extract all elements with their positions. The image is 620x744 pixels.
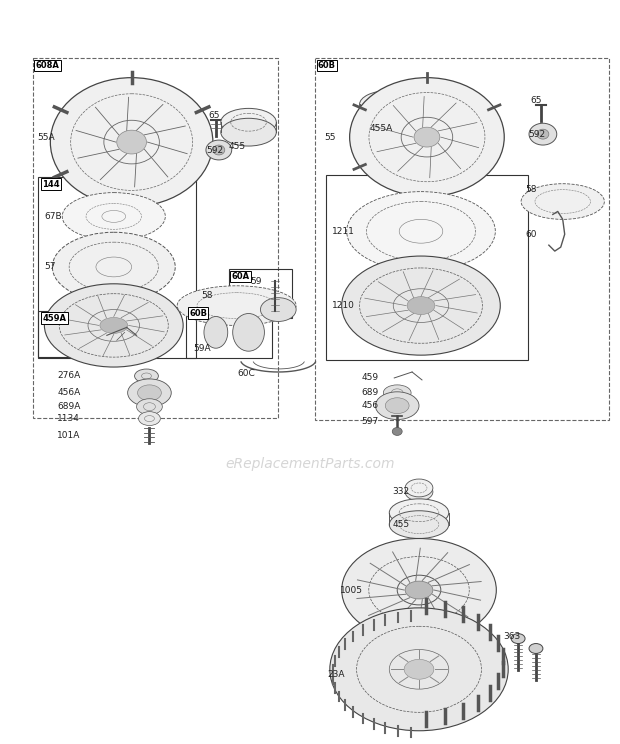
- Text: 23A: 23A: [328, 670, 345, 679]
- Ellipse shape: [100, 318, 128, 333]
- Ellipse shape: [45, 283, 183, 367]
- Ellipse shape: [138, 385, 161, 401]
- Ellipse shape: [350, 77, 504, 196]
- Text: 1005: 1005: [340, 586, 363, 594]
- Bar: [38, 310, 151, 357]
- Ellipse shape: [360, 91, 419, 118]
- Ellipse shape: [389, 510, 449, 539]
- Text: 455: 455: [229, 141, 246, 150]
- Text: 55: 55: [324, 132, 335, 141]
- Text: 608A: 608A: [35, 61, 60, 70]
- Text: 59A: 59A: [193, 344, 211, 353]
- Text: 689A: 689A: [57, 403, 81, 411]
- Ellipse shape: [347, 192, 495, 271]
- Ellipse shape: [405, 483, 433, 501]
- Ellipse shape: [360, 100, 419, 128]
- Bar: [38, 177, 196, 358]
- Ellipse shape: [221, 109, 277, 136]
- Text: 101A: 101A: [57, 431, 81, 440]
- Ellipse shape: [50, 77, 213, 207]
- Ellipse shape: [383, 385, 411, 401]
- Ellipse shape: [405, 581, 433, 599]
- Text: 1134: 1134: [57, 414, 80, 423]
- Ellipse shape: [213, 145, 225, 155]
- Ellipse shape: [407, 297, 435, 315]
- Bar: [315, 58, 609, 420]
- Text: 60B: 60B: [318, 61, 336, 70]
- Text: 60: 60: [525, 230, 536, 239]
- Text: 58: 58: [525, 185, 536, 194]
- Ellipse shape: [389, 499, 449, 527]
- Ellipse shape: [529, 124, 557, 145]
- Bar: [326, 175, 528, 360]
- Ellipse shape: [404, 659, 434, 679]
- Ellipse shape: [52, 232, 175, 301]
- Bar: [32, 58, 278, 417]
- Ellipse shape: [392, 428, 402, 435]
- Text: 455: 455: [392, 520, 409, 529]
- Ellipse shape: [521, 184, 604, 219]
- Ellipse shape: [136, 399, 162, 414]
- Ellipse shape: [62, 193, 166, 240]
- Text: 60C: 60C: [237, 370, 255, 379]
- Ellipse shape: [385, 398, 409, 414]
- Text: 55A: 55A: [37, 132, 55, 141]
- Ellipse shape: [405, 479, 433, 497]
- Text: 67B: 67B: [45, 212, 62, 221]
- Text: 65: 65: [530, 96, 541, 105]
- Ellipse shape: [204, 316, 228, 348]
- Ellipse shape: [128, 379, 171, 407]
- Ellipse shape: [260, 298, 296, 321]
- Text: 65: 65: [208, 111, 219, 120]
- Text: 592: 592: [206, 146, 223, 155]
- Text: 689: 689: [361, 388, 379, 397]
- Text: 276A: 276A: [57, 371, 81, 380]
- Ellipse shape: [135, 369, 158, 383]
- Text: 456A: 456A: [57, 388, 81, 397]
- Ellipse shape: [138, 411, 161, 426]
- Text: 60B: 60B: [189, 309, 207, 318]
- Ellipse shape: [414, 127, 440, 147]
- Ellipse shape: [206, 140, 232, 160]
- Ellipse shape: [375, 392, 419, 420]
- Text: 332: 332: [392, 487, 409, 496]
- Text: 456: 456: [361, 401, 379, 410]
- Text: 1210: 1210: [332, 301, 355, 310]
- Ellipse shape: [177, 286, 296, 325]
- Text: 144: 144: [42, 180, 60, 189]
- Text: 459A: 459A: [42, 313, 66, 323]
- Text: 58: 58: [201, 291, 213, 300]
- Ellipse shape: [529, 644, 543, 653]
- Text: 59: 59: [250, 277, 262, 286]
- Ellipse shape: [511, 634, 525, 644]
- Ellipse shape: [342, 539, 497, 641]
- Text: 1211: 1211: [332, 227, 355, 236]
- Text: 60A: 60A: [232, 272, 250, 281]
- Bar: [186, 306, 272, 358]
- Ellipse shape: [330, 608, 508, 731]
- Text: eReplacementParts.com: eReplacementParts.com: [225, 457, 395, 471]
- Text: 455A: 455A: [370, 124, 392, 132]
- Ellipse shape: [537, 129, 549, 139]
- Text: 592: 592: [528, 129, 545, 138]
- Text: 57: 57: [45, 263, 56, 272]
- Ellipse shape: [117, 130, 146, 154]
- Ellipse shape: [221, 118, 277, 146]
- Ellipse shape: [342, 256, 500, 355]
- Ellipse shape: [232, 313, 264, 351]
- Bar: [229, 269, 292, 318]
- Text: 597: 597: [361, 417, 379, 426]
- Text: 459: 459: [361, 373, 379, 382]
- Text: 363: 363: [503, 632, 521, 641]
